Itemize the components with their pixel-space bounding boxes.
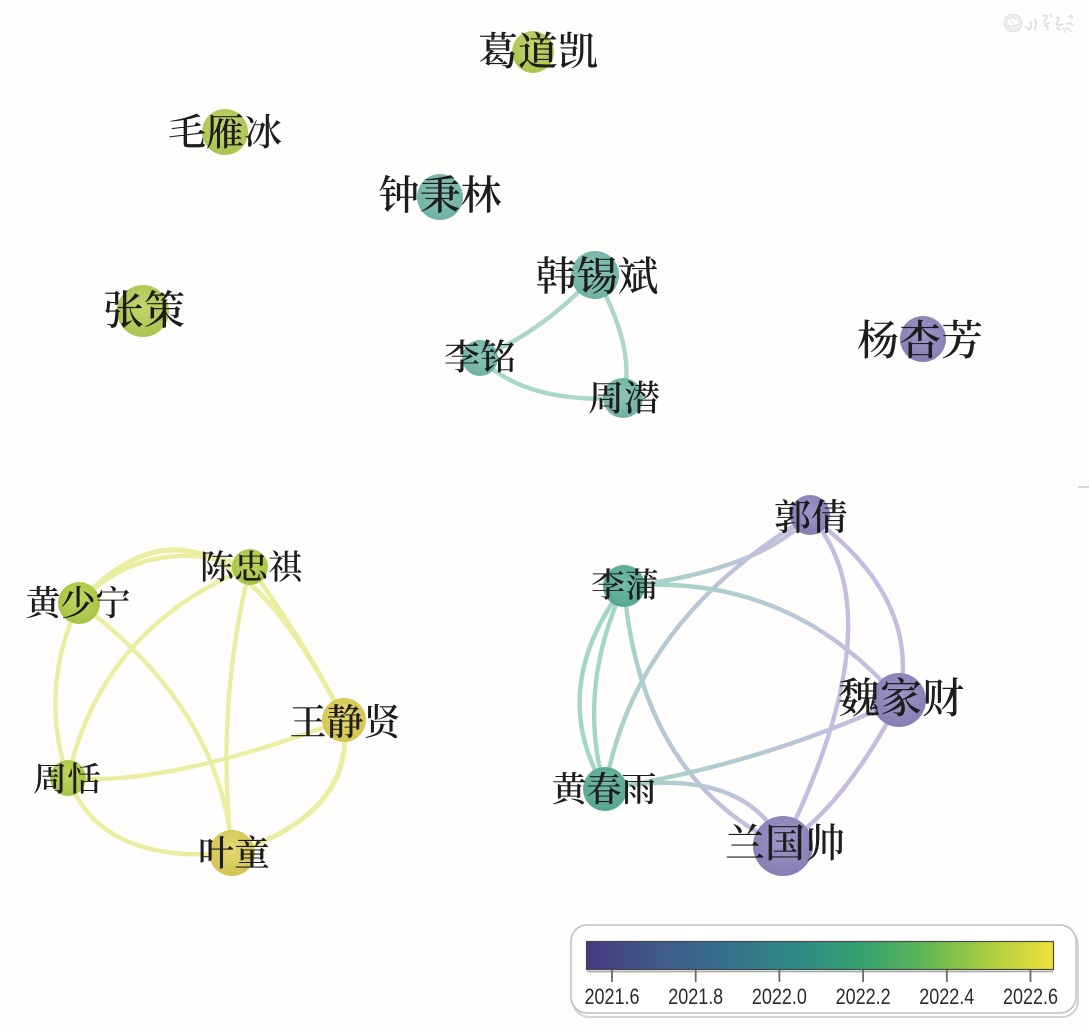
svg-text:2021.8: 2021.8 xyxy=(668,984,723,1009)
svg-text:2021.6: 2021.6 xyxy=(585,984,640,1009)
svg-text:2022.2: 2022.2 xyxy=(836,984,891,1009)
svg-text:2022.4: 2022.4 xyxy=(919,984,974,1009)
svg-text:2022.0: 2022.0 xyxy=(752,984,807,1009)
svg-text:2022.6: 2022.6 xyxy=(1003,984,1058,1009)
